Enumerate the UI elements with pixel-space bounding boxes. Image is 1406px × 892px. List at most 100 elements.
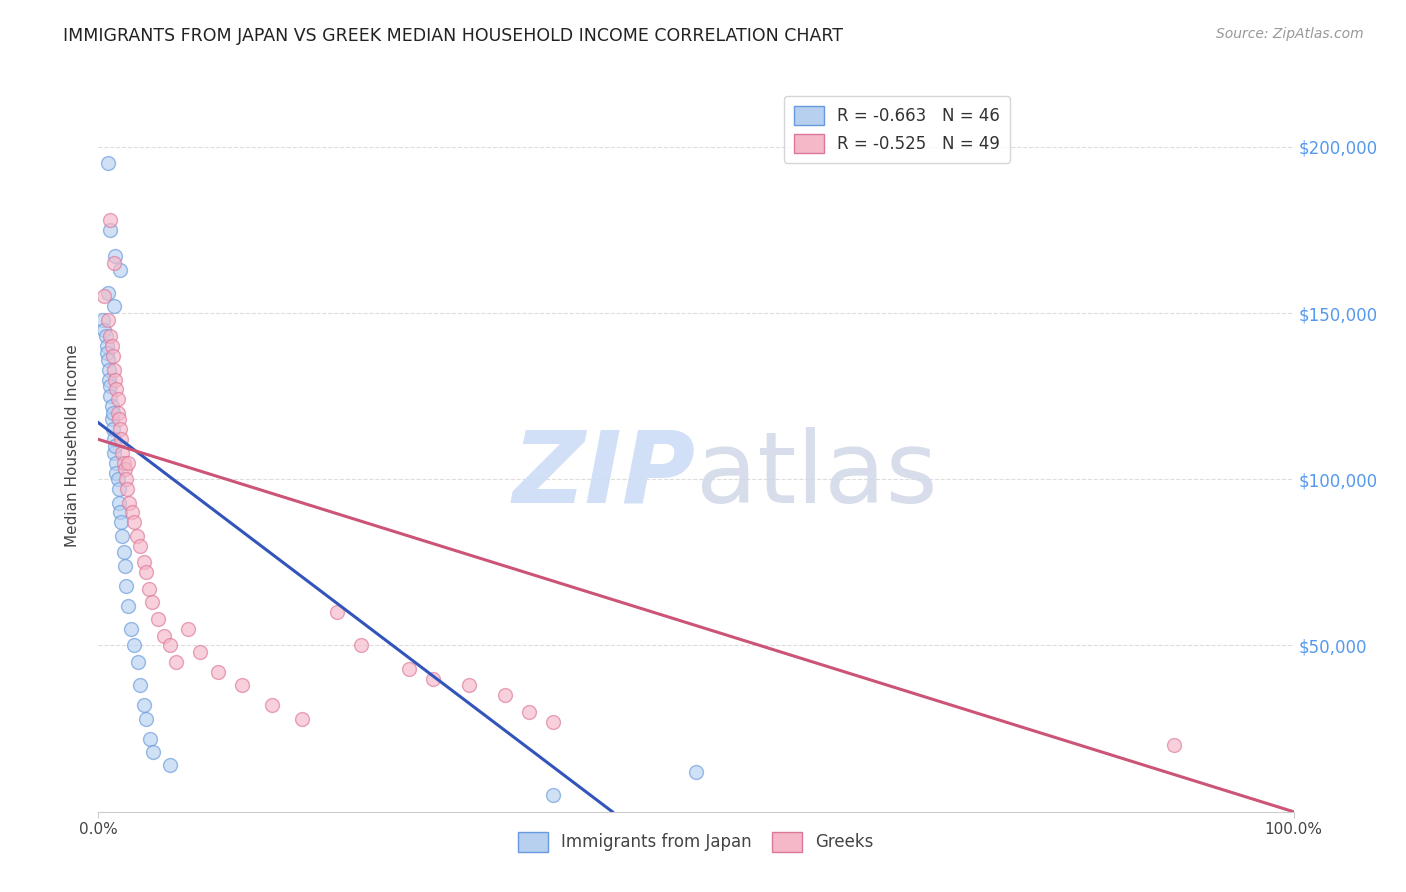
Point — [105, 466, 128, 480]
Point — [125, 529, 148, 543]
Point — [115, 472, 138, 486]
Point — [139, 731, 162, 746]
Point — [98, 329, 122, 343]
Point — [105, 456, 128, 470]
Point — [132, 698, 155, 713]
Y-axis label: Median Household Income: Median Household Income — [65, 344, 80, 548]
Point — [104, 250, 127, 264]
Point — [105, 383, 128, 397]
Point — [108, 506, 131, 520]
Point — [98, 362, 121, 376]
Point — [111, 529, 134, 543]
Point — [326, 605, 349, 619]
Point — [98, 223, 122, 237]
Point — [98, 372, 121, 386]
Point — [129, 678, 152, 692]
Point — [107, 406, 129, 420]
Point — [91, 312, 114, 326]
Point — [94, 329, 117, 343]
Point — [112, 456, 135, 470]
Point — [135, 566, 157, 580]
Point — [103, 445, 125, 459]
Point — [110, 433, 132, 447]
Point — [115, 482, 138, 496]
Point — [398, 662, 420, 676]
Point — [541, 714, 564, 729]
Point — [207, 665, 229, 679]
Point — [260, 698, 283, 713]
Point — [97, 312, 120, 326]
Point — [159, 758, 181, 772]
Point — [96, 339, 118, 353]
Point — [100, 339, 122, 353]
Point — [142, 745, 165, 759]
Point — [127, 655, 149, 669]
Point — [177, 622, 200, 636]
Point — [165, 655, 187, 669]
Point — [103, 299, 125, 313]
Point — [148, 612, 170, 626]
Point — [97, 156, 120, 170]
Point — [685, 764, 707, 779]
Point — [153, 628, 176, 642]
Point — [98, 213, 122, 227]
Point — [1163, 738, 1185, 752]
Text: ZIP: ZIP — [513, 426, 696, 524]
Point — [96, 346, 118, 360]
Point — [124, 639, 146, 653]
Point — [107, 482, 129, 496]
Point — [138, 582, 160, 596]
Point — [107, 495, 129, 509]
Point — [188, 645, 211, 659]
Point — [104, 372, 127, 386]
Point — [97, 352, 120, 367]
Point — [107, 392, 129, 407]
Point — [117, 456, 139, 470]
Point — [93, 323, 115, 337]
Point — [103, 433, 125, 447]
Point — [110, 516, 132, 530]
Point — [124, 516, 146, 530]
Point — [93, 289, 115, 303]
Legend: Immigrants from Japan, Greeks: Immigrants from Japan, Greeks — [512, 826, 880, 858]
Point — [118, 495, 141, 509]
Point — [101, 349, 124, 363]
Point — [101, 422, 124, 436]
Point — [100, 399, 122, 413]
Point — [108, 262, 131, 277]
Point — [117, 599, 139, 613]
Point — [422, 672, 444, 686]
Point — [111, 445, 134, 459]
Point — [103, 256, 125, 270]
Text: Source: ZipAtlas.com: Source: ZipAtlas.com — [1216, 27, 1364, 41]
Point — [114, 558, 136, 573]
Point — [100, 412, 122, 426]
Point — [97, 286, 120, 301]
Point — [114, 462, 136, 476]
Point — [458, 678, 481, 692]
Point — [159, 639, 181, 653]
Point — [132, 555, 155, 569]
Point — [112, 545, 135, 559]
Point — [231, 678, 253, 692]
Point — [350, 639, 373, 653]
Point — [104, 439, 127, 453]
Text: atlas: atlas — [696, 426, 938, 524]
Point — [103, 362, 125, 376]
Point — [120, 622, 142, 636]
Point — [98, 379, 122, 393]
Point — [135, 712, 157, 726]
Point — [98, 389, 122, 403]
Point — [115, 579, 138, 593]
Point — [101, 406, 124, 420]
Text: IMMIGRANTS FROM JAPAN VS GREEK MEDIAN HOUSEHOLD INCOME CORRELATION CHART: IMMIGRANTS FROM JAPAN VS GREEK MEDIAN HO… — [63, 27, 844, 45]
Point — [517, 705, 540, 719]
Point — [494, 689, 516, 703]
Point — [291, 712, 314, 726]
Point — [107, 472, 129, 486]
Point — [141, 595, 163, 609]
Point — [129, 539, 152, 553]
Point — [108, 422, 131, 436]
Point — [107, 412, 129, 426]
Point — [121, 506, 143, 520]
